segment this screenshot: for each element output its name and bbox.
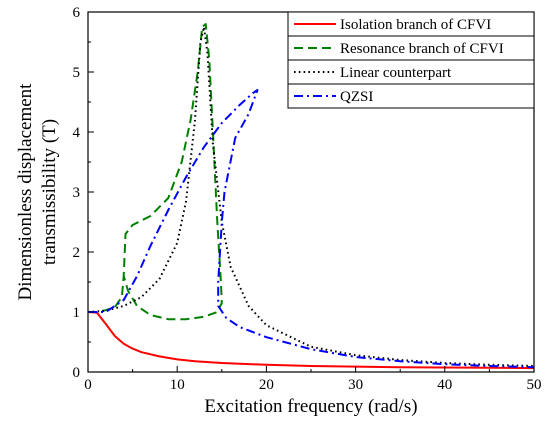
x-tick-label-2: 20 — [259, 377, 274, 393]
y-axis-title-line1: Dimensionless displacement — [15, 83, 36, 301]
legend: Isolation branch of CFVI Resonance branch… — [287, 11, 535, 109]
series-line-3 — [88, 89, 535, 369]
x-axis-title: Excitation frequency (rad/s) — [204, 396, 417, 417]
x-tick-label-3: 30 — [348, 377, 363, 393]
y-tick-label-0: 0 — [73, 365, 81, 381]
series-line-0 — [87, 311, 535, 370]
plot-area: 0 10 20 30 40 50 0 1 2 3 4 5 6 — [73, 5, 542, 393]
legend-label-0: Isolation branch of CFVI — [340, 17, 491, 33]
y-tick-label-5: 5 — [73, 65, 81, 81]
legend-label-2: Linear counterpart — [340, 65, 452, 81]
y-tick-label-3: 3 — [73, 185, 81, 201]
ticks-layer: 0 10 20 30 40 50 0 1 2 3 4 5 6 — [73, 5, 542, 393]
y-tick-label-1: 1 — [73, 305, 81, 321]
y-axis-title-line2: transmissibility (T) — [39, 119, 60, 265]
x-tick-label-5: 50 — [527, 377, 542, 393]
y-tick-label-4: 4 — [73, 125, 81, 141]
series-line-1 — [88, 23, 223, 321]
x-tick-label-4: 40 — [437, 377, 452, 393]
series-layer — [87, 23, 535, 370]
legend-label-1: Resonance branch of CFVI — [340, 41, 504, 57]
series-line-2 — [87, 26, 535, 367]
y-tick-label-6: 6 — [73, 5, 81, 21]
x-tick-label-0: 0 — [84, 377, 92, 393]
legend-label-3: QZSI — [340, 89, 373, 105]
x-tick-label-1: 10 — [170, 377, 185, 393]
y-tick-label-2: 2 — [73, 245, 81, 261]
